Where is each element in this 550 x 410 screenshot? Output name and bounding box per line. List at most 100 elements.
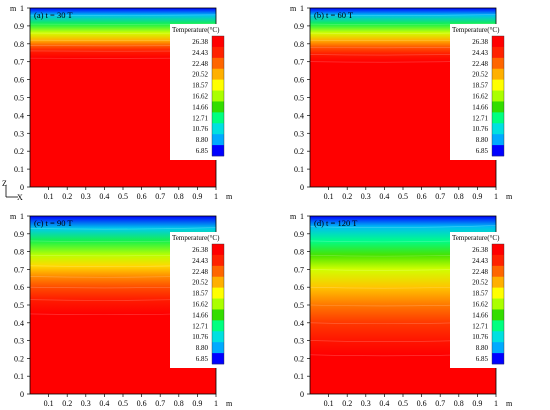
- y-tick-label: 0.5: [14, 301, 24, 310]
- x-tick-label: 0.2: [342, 399, 352, 408]
- x-tick-label: 0.6: [137, 399, 147, 408]
- legend-level-label: 10.76: [192, 125, 208, 133]
- legend-level-label: 10.76: [192, 333, 208, 341]
- colorbar-segment: [492, 145, 504, 157]
- legend-level-label: 18.57: [472, 82, 488, 90]
- legend-level-label: 18.57: [192, 290, 208, 298]
- x-tick-label: 0.1: [324, 192, 334, 201]
- y-tick-label: 0.2: [294, 354, 304, 363]
- legend-level-label: 6.85: [196, 355, 209, 363]
- colorbar-segment: [212, 287, 224, 299]
- y-tick-label: 0.4: [294, 111, 304, 120]
- colorbar-segment: [212, 79, 224, 91]
- legend-level-label: 6.85: [476, 147, 489, 155]
- y-tick-label: 0.7: [14, 58, 24, 67]
- x-axis-unit: m: [226, 399, 233, 408]
- x-tick-label: 0.1: [44, 192, 54, 201]
- legend-level-label: 12.71: [192, 322, 208, 330]
- panel-b: (b) t = 60 T 0 0.1 0.2 0.3 0.4 0.5 0.6 0.7 0.8 0.9…: [290, 4, 520, 201]
- colorbar-segment: [492, 276, 504, 288]
- x-tick-label: 0.6: [137, 192, 147, 201]
- panel-title: (d) t = 120 T: [314, 218, 358, 228]
- legend-level-label: 8.80: [476, 136, 489, 144]
- legend-title: Temperature(°C): [172, 234, 220, 242]
- colorbar-segment: [492, 342, 504, 354]
- y-tick-label: 0.5: [294, 94, 304, 103]
- x-tick-label: 0.5: [398, 399, 408, 408]
- colorbar-segment: [492, 57, 504, 70]
- colorbar-segment: [492, 134, 504, 146]
- x-tick-label: 0.9: [192, 192, 202, 201]
- x-tick-label: 1: [494, 399, 498, 408]
- colorbar-segment: [492, 331, 504, 343]
- y-tick-label: 0.6: [14, 283, 24, 292]
- colorbar-segment: [212, 342, 224, 354]
- legend-level-label: 24.43: [192, 257, 208, 265]
- y-axis-unit: m: [10, 212, 17, 221]
- colorbar-segment: [212, 320, 224, 332]
- x-tick-label: 0.2: [62, 192, 72, 201]
- y-tick-label: 0: [20, 390, 24, 399]
- colorbar-segment: [492, 298, 504, 310]
- y-tick-label: 0: [20, 183, 24, 192]
- legend-level-label: 8.80: [196, 344, 209, 352]
- y-tick-label: 0.5: [294, 301, 304, 310]
- legend-level-label: 20.52: [472, 71, 488, 79]
- x-tick-label: 1: [494, 192, 498, 201]
- legend-level-label: 26.38: [192, 38, 208, 46]
- legend-title: Temperature(°C): [452, 26, 500, 34]
- x-tick-label: 0.2: [62, 399, 72, 408]
- y-tick-label: 0.7: [294, 58, 304, 67]
- x-tick-label: 0.5: [118, 192, 128, 201]
- legend-level-label: 6.85: [476, 355, 489, 363]
- axis-indicator-z: Z: [2, 179, 7, 188]
- contour-line: [29, 14, 217, 16]
- colorbar-segment: [492, 353, 504, 365]
- legend-level-label: 8.80: [196, 136, 209, 144]
- y-tick-label: 0: [300, 183, 304, 192]
- x-tick-label: 0.3: [361, 399, 371, 408]
- x-axis-unit: m: [226, 192, 233, 201]
- y-tick-label: 0.3: [14, 337, 24, 346]
- y-tick-label: 0.1: [294, 165, 304, 174]
- panel-title: (c) t = 90 T: [34, 218, 73, 228]
- legend-background: [170, 24, 240, 160]
- colorbar-segment: [212, 123, 224, 135]
- colorbar-segment: [212, 68, 224, 80]
- x-tick-label: 0.2: [342, 192, 352, 201]
- contour-line: [309, 23, 497, 25]
- legend-level-label: 14.66: [472, 311, 488, 319]
- x-tick-label: 0.4: [99, 399, 109, 408]
- colorbar-segment: [212, 46, 224, 59]
- colorbar-segment: [492, 79, 504, 91]
- colorbar-segment: [212, 112, 224, 124]
- y-tick-label: 0.9: [294, 22, 304, 31]
- legend-level-label: 22.48: [192, 268, 208, 276]
- y-tick-label: 0.5: [14, 94, 24, 103]
- legend-level-label: 10.76: [472, 125, 488, 133]
- x-tick-label: 0.1: [44, 399, 54, 408]
- y-tick-label: 0.6: [14, 76, 24, 85]
- legend-level-label: 14.66: [472, 103, 488, 111]
- colorbar-segment: [212, 134, 224, 146]
- colorbar-frame: [211, 243, 225, 365]
- colorbar-frame: [211, 35, 225, 157]
- legend-level-label: 12.71: [472, 322, 488, 330]
- x-tick-label: 0.7: [435, 399, 445, 408]
- x-tick-label: 0.3: [81, 192, 91, 201]
- colorbar-segment: [212, 254, 224, 267]
- colorbar-segment: [492, 90, 504, 102]
- panel-d: (d) t = 120 T 0 0.1 0.2 0.3 0.4 0.5 0.6 0.7 0.8 0.…: [290, 212, 520, 408]
- x-tick-label: 0.5: [398, 192, 408, 201]
- colorbar-segment: [212, 244, 224, 256]
- x-tick-label: 0.4: [379, 192, 389, 201]
- legend-level-label: 26.38: [472, 246, 488, 254]
- legend-background: [170, 232, 240, 368]
- panel-a: (a) t = 30 T 0 0.1 0.2 0.3 0.4 0.5 0.6 0.7 0.8 0.9…: [10, 4, 240, 201]
- legend-level-label: 22.48: [472, 268, 488, 276]
- x-axis-unit: m: [506, 192, 513, 201]
- colorbar-segment: [492, 112, 504, 124]
- y-tick-label: 0.4: [14, 111, 24, 120]
- x-tick-label: 0.7: [155, 399, 165, 408]
- x-tick-label: 0.9: [192, 399, 202, 408]
